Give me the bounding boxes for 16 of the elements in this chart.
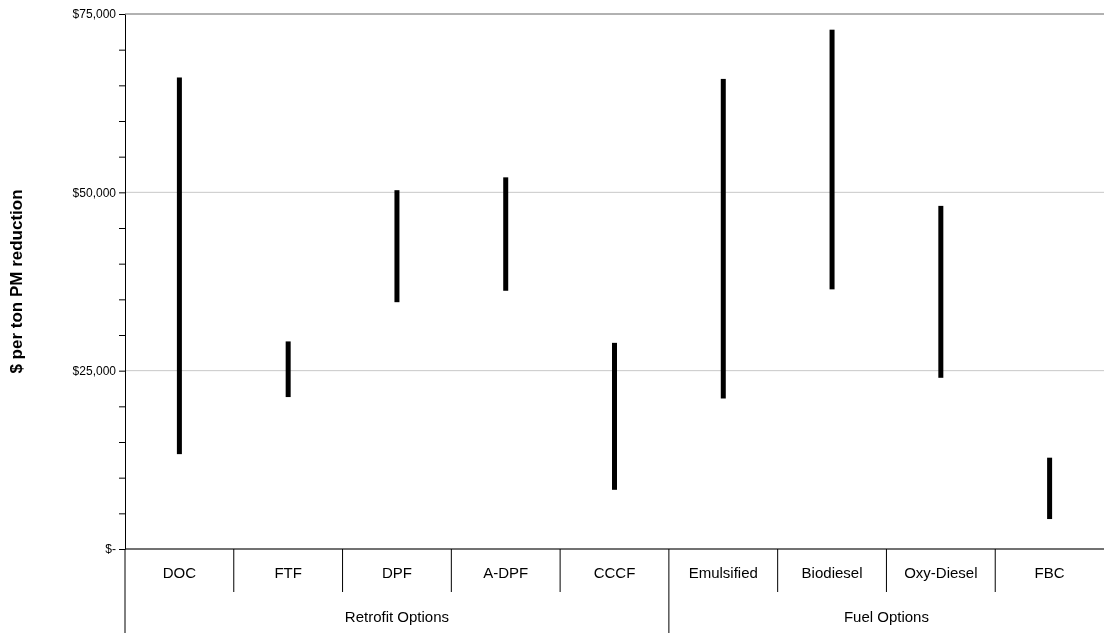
x-tick-label: CCCF [593,564,636,581]
x-tick-label: A-DPF [483,564,529,581]
text: Fuel Options [843,608,929,625]
text: Retrofit Options [344,608,450,625]
y-tick-label: $75,000 [72,7,117,22]
y-tick-label: $50,000 [72,185,117,200]
x-tick-label: DOC [162,564,197,581]
y-tick-label: $25,000 [72,364,117,379]
y-axis-title: $ per ton PM reduction [7,189,26,374]
y-tick-label: $- [105,542,116,557]
x-tick-label: Emulsified [688,564,758,581]
x-tick-label: FTF [274,564,302,581]
x-tick-label: DPF [381,564,412,581]
x-tick-label: Biodiesel [801,564,863,581]
x-tick-label: FBC [1034,564,1065,581]
x-tick-label: Oxy-Diesel [904,564,978,581]
